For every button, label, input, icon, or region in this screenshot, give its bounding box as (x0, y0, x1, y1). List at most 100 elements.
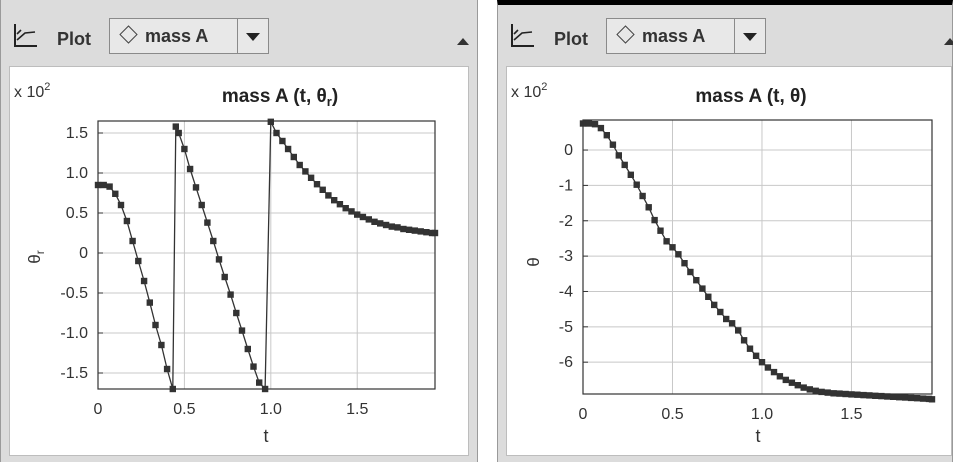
data-point (215, 256, 223, 263)
plot-area: x 102 mass A (t, θr) θr t 0 0.5 1.0 1.5 1.5 1… (9, 66, 469, 456)
data-point (639, 192, 646, 200)
data-point (371, 218, 378, 225)
data-point (812, 387, 819, 394)
data-point (227, 291, 234, 298)
data-point (198, 201, 205, 209)
data-point (699, 285, 706, 292)
chart-right: x 102 mass A (t, θ) θ t 0 0.5 1.0 1.5 0 -1 -2 -… (511, 81, 936, 446)
data-point (752, 352, 760, 359)
data-point (693, 277, 700, 284)
data-point (711, 301, 718, 309)
data-point (359, 213, 367, 221)
plot-type-icon[interactable] (11, 22, 39, 50)
series-line (98, 121, 435, 391)
y-tick-label: 0 (564, 142, 573, 159)
plot-toolbar: Plot mass A (498, 10, 953, 64)
object-selector-value: mass A (642, 26, 706, 46)
data-point (336, 201, 344, 208)
y-axis-label: θr (25, 250, 47, 263)
y-axis-label: θ (524, 257, 543, 266)
y-tick-label: 1.5 (66, 125, 88, 142)
collapse-icon[interactable] (944, 38, 953, 45)
data-point (705, 293, 712, 300)
data-point (117, 201, 125, 209)
data-point (728, 320, 736, 327)
data-point (267, 118, 274, 125)
data-point (388, 223, 395, 230)
plot-type-icon[interactable] (508, 22, 536, 50)
data-point (273, 129, 280, 137)
x-tick-label: 1.5 (840, 406, 862, 423)
data-point (279, 137, 286, 145)
data-point (307, 174, 315, 181)
data-point (172, 123, 179, 130)
data-point (302, 168, 309, 175)
data-point (818, 388, 825, 396)
data-point (585, 120, 593, 127)
chevron-down-icon[interactable] (734, 19, 765, 53)
data-point (250, 363, 257, 370)
data-point (417, 228, 424, 235)
data-point (824, 389, 831, 396)
data-point (112, 190, 119, 197)
plot-area: x 102 mass A (t, θ) θ t 0 0.5 1.0 1.5 0 -1 -2 -… (506, 66, 952, 456)
data-point (907, 394, 915, 402)
data-point (591, 121, 599, 128)
data-point (106, 183, 113, 190)
data-point (603, 132, 610, 139)
chart-title: mass A (t, θ) (695, 86, 806, 107)
data-point (919, 395, 927, 402)
x-tick-label: 0.5 (661, 406, 683, 423)
data-point (902, 394, 909, 401)
plot-label: Plot (554, 29, 588, 49)
data-point (233, 309, 240, 317)
data-point (746, 345, 754, 352)
data-point (342, 205, 349, 212)
collapse-icon[interactable] (457, 38, 469, 45)
data-point (238, 327, 246, 334)
plot-toolbar: Plot mass A (1, 10, 477, 64)
y-tick-label: -4 (559, 283, 573, 300)
data-point (290, 153, 297, 161)
data-point (377, 220, 384, 227)
axis-multiplier: x 102 (14, 81, 50, 101)
y-tick-label: -2 (559, 213, 573, 230)
chevron-down-icon[interactable] (237, 19, 268, 53)
data-point (423, 229, 430, 236)
data-point (186, 165, 194, 173)
data-point (210, 237, 217, 245)
data-point (313, 181, 321, 188)
x-tick-label: 1.5 (346, 401, 368, 418)
object-selector[interactable]: mass A (606, 18, 766, 54)
data-point (597, 124, 605, 132)
data-point (615, 152, 622, 159)
data-point (244, 345, 251, 353)
data-point (296, 161, 303, 169)
plot-frame (97, 120, 436, 390)
object-selector[interactable]: mass A (109, 18, 269, 54)
data-point (325, 192, 332, 199)
data-point (764, 364, 772, 371)
data-point (354, 211, 361, 218)
y-tick-label: 0 (79, 245, 88, 262)
data-point (854, 391, 861, 398)
data-point (405, 226, 413, 233)
data-point (123, 217, 131, 225)
data-point (609, 141, 617, 148)
data-point (687, 268, 694, 276)
data-point (681, 260, 688, 267)
data-point (319, 186, 326, 193)
y-tick-label: -6 (559, 354, 573, 371)
data-point (181, 145, 188, 153)
x-axis-label: t (755, 426, 760, 446)
data-point (633, 181, 640, 188)
x-tick-label: 0.5 (173, 401, 195, 418)
data-point (928, 396, 936, 403)
data-point (411, 227, 418, 234)
data-point (163, 365, 171, 373)
data-point (782, 376, 789, 384)
data-point (152, 321, 159, 329)
diamond-icon (616, 25, 635, 44)
data-point (740, 337, 748, 344)
data-point (860, 391, 867, 399)
